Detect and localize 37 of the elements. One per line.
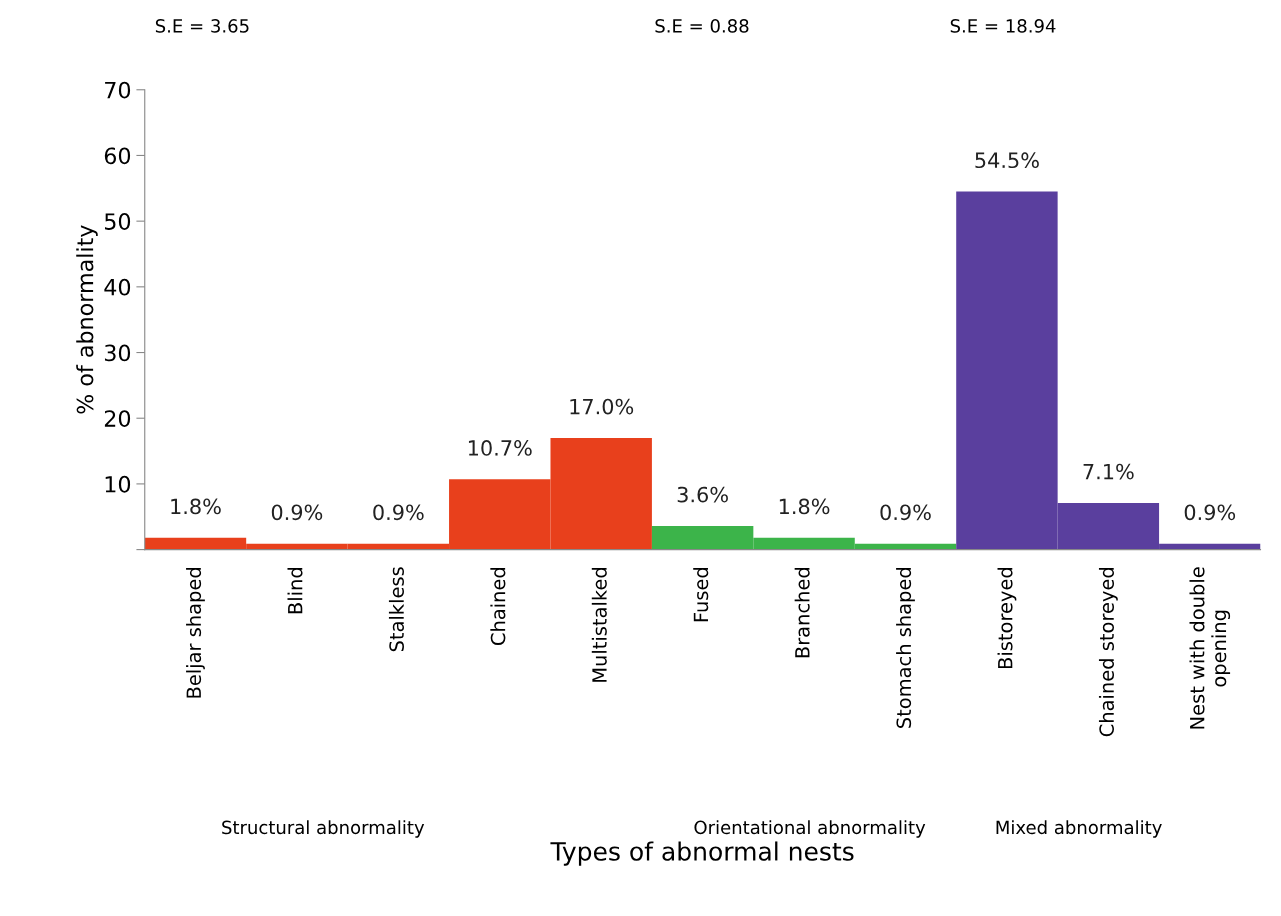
data-label: 0.9% (373, 504, 424, 521)
y-axis-title: % of abnormality (76, 225, 98, 414)
data-label: 1.8% (779, 498, 830, 515)
x-tick-label: Nest with double opening (1189, 567, 1231, 729)
y-tick-label: 60 (104, 147, 131, 165)
y-tick-label: 40 (104, 278, 131, 296)
text: Mixed abnormality (996, 820, 1162, 838)
y-tick-label: 20 (104, 410, 131, 427)
y-tick-label: 70 (105, 81, 131, 99)
x-tick-label: Fused (693, 568, 709, 622)
text: S.E = 3.65 (155, 19, 249, 33)
x-tick-label: Chained storeyed (1098, 568, 1118, 737)
y-tick-label: 50 (105, 213, 131, 230)
x-tick-label: Stalkless (388, 567, 404, 652)
data-label: 17.0% (570, 398, 634, 415)
x-axis-title: Types of abnormal nests (550, 841, 854, 866)
data-label: 0.9% (271, 504, 323, 521)
data-label: 0.9% (880, 504, 931, 521)
data-label: 1.8% (171, 498, 221, 515)
x-tick-label: Blind (287, 568, 303, 614)
data-label: 10.7% (468, 440, 532, 456)
y-tick-label: 30 (104, 344, 131, 362)
data-label: 3.6% (677, 486, 728, 503)
x-tick-label: Stomach shaped (896, 568, 915, 728)
x-tick-label: Multistalked (591, 568, 607, 682)
data-label: 0.9% (1184, 504, 1236, 521)
data-label: 7.1% (1083, 463, 1134, 480)
x-tick-label: Bistoreyed (997, 568, 1017, 669)
x-tick-label: Beljar shaped (186, 568, 205, 698)
x-tick-label: Branched (794, 568, 810, 658)
x-tick-label: Chained (490, 568, 506, 646)
text: S.E = 0.88 (655, 19, 749, 33)
text: Orientational abnormality (694, 820, 926, 838)
text: Structural abnormality (222, 820, 425, 838)
data-label: 54.5% (975, 152, 1039, 169)
text: S.E = 18.94 (950, 19, 1056, 33)
y-tick-label: 10 (105, 475, 131, 493)
